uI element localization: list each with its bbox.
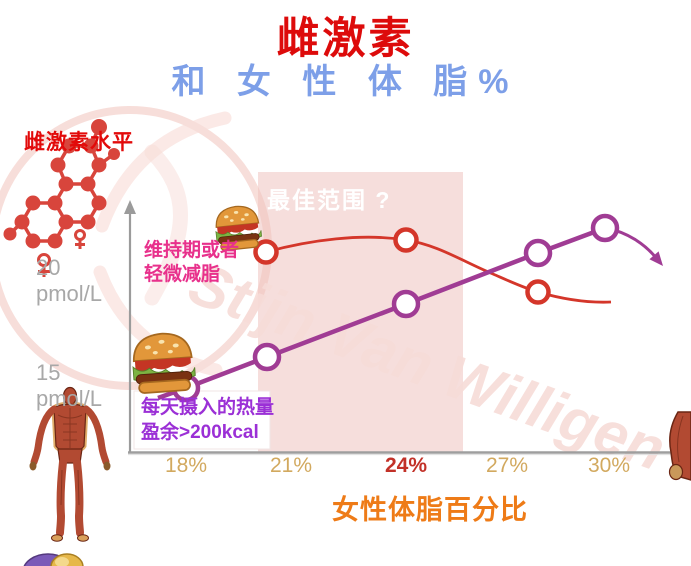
arrow-down-right-icon <box>649 251 663 266</box>
red-series-annotation: 维持期或者 轻微减脂 <box>144 239 239 287</box>
red-series-annotation-line2: 轻微减脂 <box>144 264 221 285</box>
purple-series-annotation: 每天摄入的热量 盈余>200kcal <box>141 395 274 445</box>
y-tick-15: 15 pmol/L <box>36 360 103 411</box>
x-tick-21: 21% <box>269 454 313 477</box>
purple-series-annotation-line1: 每天摄入的热量 <box>141 397 275 418</box>
red-line-series <box>253 227 612 305</box>
note-background-box <box>133 390 271 450</box>
muscular-body-icon <box>29 386 111 542</box>
x-tick-18: 18% <box>164 454 208 477</box>
chart-axes <box>124 200 688 456</box>
optimal-range-label: 最佳范围 ? <box>267 187 392 213</box>
muscular-arm-icon <box>668 411 691 481</box>
bottom-figure-icon <box>23 553 84 566</box>
optimal-range-band <box>258 172 463 452</box>
x-axis-title: 女性体脂百分比 <box>332 495 528 525</box>
page-subtitle: 和 女 性 体 脂% <box>171 63 520 101</box>
x-tick-24: 24% <box>384 454 428 477</box>
red-series-annotation-line1: 维持期或者 <box>144 240 240 261</box>
x-tick-27: 27% <box>485 454 529 477</box>
y-tick-20: 20 pmol/L <box>36 255 103 306</box>
x-tick-30: 30% <box>587 454 631 477</box>
y-axis-title: 雌激素水平 <box>24 131 134 154</box>
hamburger-icon <box>129 330 198 395</box>
page-title: 雌激素 <box>276 15 415 63</box>
estrogen-molecule-icon <box>3 119 120 277</box>
purple-series-annotation-line2: 盈余>200kcal <box>141 422 259 443</box>
